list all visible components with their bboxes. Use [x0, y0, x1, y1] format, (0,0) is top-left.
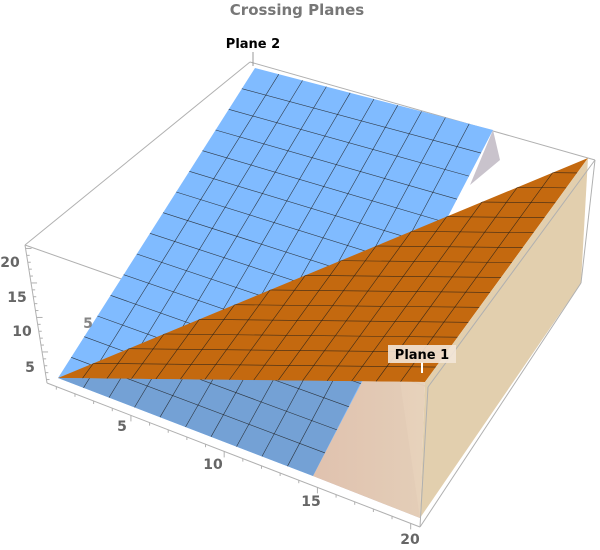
z-tick-label: 10 [12, 324, 32, 340]
plane-1-filling [313, 130, 588, 518]
plane-1-label-text: Plane 1 [395, 348, 449, 363]
x-axis-ticks: 5 10 15 20 [117, 419, 420, 548]
mesh-line [83, 74, 280, 388]
z-axis-ticks: 20 15 10 5 [0, 255, 35, 376]
z-tick-label: 20 [0, 255, 20, 271]
mesh-line [79, 347, 447, 353]
mesh-line [375, 158, 540, 382]
mesh-line [400, 158, 564, 382]
plane-2-label-text: Plane 2 [226, 37, 280, 52]
y-tick-label: 5 [83, 316, 93, 332]
chart-title: Crossing Planes [230, 1, 364, 19]
mesh-line [210, 105, 399, 437]
mesh-line [68, 362, 436, 368]
x-tick-label: 10 [203, 457, 223, 473]
axis-ticks [25, 247, 412, 530]
z-tick-label: 15 [7, 290, 26, 306]
x-tick-label: 20 [400, 532, 420, 548]
x-tick-label: 15 [301, 494, 320, 510]
z-tick-label: 5 [25, 360, 35, 376]
x-tick-label: 5 [117, 419, 127, 435]
plane-1-label: Plane 1 [388, 345, 456, 373]
plane-2-label: Plane 2 [222, 35, 284, 66]
